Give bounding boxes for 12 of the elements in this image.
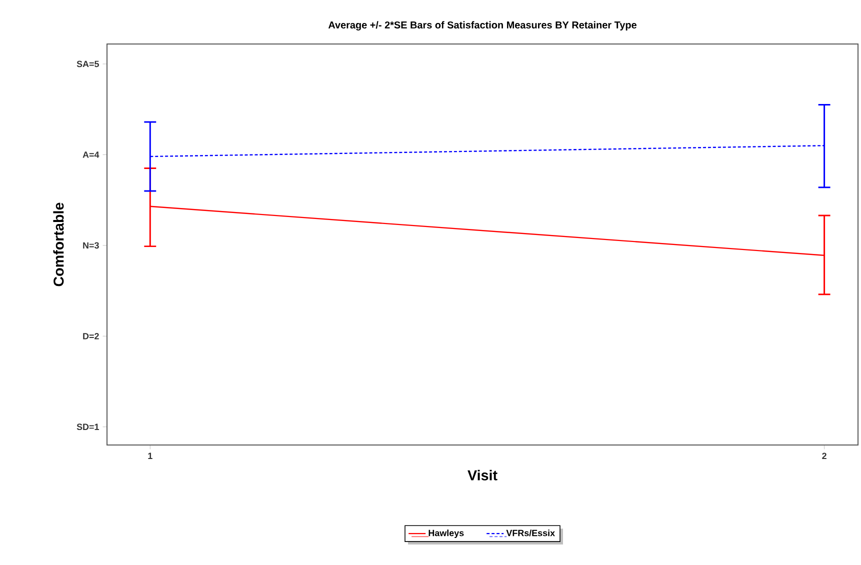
- y-tick-label: N=3: [83, 242, 99, 249]
- y-axis-title: Comfortable: [53, 202, 64, 286]
- y-tick-label: D=2: [83, 332, 99, 340]
- y-tick-label: A=4: [82, 152, 100, 158]
- legend-label: VFRs/Essix: [506, 530, 555, 536]
- x-tick-label: 1: [148, 452, 152, 459]
- chart-title: Average +/- 2*SE Bars of Satisfaction Measures BY Retainer Type: [328, 21, 636, 31]
- x-axis-title: Visit: [468, 470, 498, 480]
- legend-label: Hawleys: [428, 530, 464, 538]
- y-tick-label: SD=1: [76, 424, 99, 430]
- y-tick-label: SA=5: [76, 60, 99, 68]
- x-tick-label: 2: [822, 452, 826, 460]
